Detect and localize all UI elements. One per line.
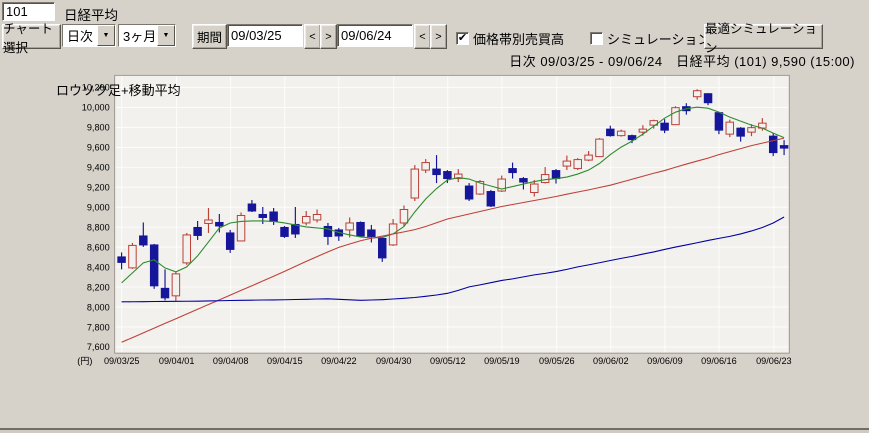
svg-text:09/06/23: 09/06/23: [756, 356, 792, 366]
status-bar: 日次 09/03/25 - 09/06/24 日経平均 (101) 9,590 …: [509, 54, 855, 69]
svg-text:09/04/30: 09/04/30: [376, 356, 412, 366]
moving-average-short: [121, 106, 785, 284]
svg-text:09/06/09: 09/06/09: [647, 356, 683, 366]
svg-text:9,600: 9,600: [87, 143, 110, 153]
svg-text:10,200: 10,200: [82, 83, 110, 93]
period-button[interactable]: 期間: [192, 24, 227, 49]
instrument-name-label: 日経平均: [64, 8, 118, 23]
frequency-select[interactable]: 日次 ▼: [62, 24, 116, 47]
svg-text:8,200: 8,200: [87, 282, 110, 292]
chevron-down-icon[interactable]: ▼: [157, 25, 175, 46]
date-to-input[interactable]: [337, 24, 413, 47]
svg-text:8,800: 8,800: [87, 222, 110, 232]
svg-text:9,400: 9,400: [87, 163, 110, 173]
date-from-prev-button[interactable]: <: [304, 24, 321, 49]
chart-select-button[interactable]: チャート選択: [2, 22, 61, 55]
svg-text:09/05/26: 09/05/26: [539, 356, 575, 366]
chevron-down-icon[interactable]: ▼: [97, 25, 115, 46]
svg-text:9,000: 9,000: [87, 202, 110, 212]
window-bottom-pad: [0, 430, 869, 433]
svg-text:09/04/22: 09/04/22: [321, 356, 357, 366]
svg-text:9,200: 9,200: [87, 183, 110, 193]
chart-plot[interactable]: 10,200 10,000 9,800 9,600 9,400 9,200 9,000 8,8…: [0, 72, 869, 428]
svg-text:9,800: 9,800: [87, 123, 110, 133]
simulation-label: シミュレーション: [607, 32, 711, 47]
moving-average-long: [121, 216, 785, 303]
svg-text:09/06/16: 09/06/16: [701, 356, 737, 366]
svg-text:09/03/25: 09/03/25: [104, 356, 140, 366]
svg-text:09/04/01: 09/04/01: [159, 356, 195, 366]
svg-text:09/05/12: 09/05/12: [430, 356, 466, 366]
svg-text:7,800: 7,800: [87, 322, 110, 332]
chart-title: ロウソク足+移動平均: [56, 83, 181, 98]
svg-text:09/06/02: 09/06/02: [593, 356, 629, 366]
range-select[interactable]: 3ヶ月 ▼: [118, 24, 176, 47]
frequency-value: 日次: [63, 25, 97, 46]
svg-text:09/04/08: 09/04/08: [213, 356, 249, 366]
range-value: 3ヶ月: [119, 25, 157, 46]
svg-text:09/04/15: 09/04/15: [267, 356, 303, 366]
volume-by-price-label: 価格帯別売買高: [473, 32, 565, 47]
date-from-next-button[interactable]: >: [320, 24, 337, 49]
svg-text:8,400: 8,400: [87, 262, 110, 272]
date-from-input[interactable]: [227, 24, 303, 47]
instrument-code-input[interactable]: [2, 2, 55, 21]
moving-average-mid: [121, 137, 785, 343]
svg-text:10,000: 10,000: [82, 103, 110, 113]
volume-by-price-checkbox[interactable]: ✔ 価格帯別売買高: [456, 29, 564, 48]
svg-text:(円): (円): [77, 356, 92, 366]
date-to-prev-button[interactable]: <: [414, 24, 431, 49]
svg-text:09/05/19: 09/05/19: [484, 356, 520, 366]
checkbox-check-icon: [590, 32, 603, 45]
svg-text:7,600: 7,600: [87, 342, 110, 352]
checkbox-check-icon: ✔: [456, 32, 469, 45]
optimal-simulation-button[interactable]: 最適シミュレーション: [704, 22, 823, 55]
window-bottom-frame: [0, 428, 869, 430]
date-to-next-button[interactable]: >: [430, 24, 447, 49]
simulation-checkbox[interactable]: シミュレーション: [590, 29, 710, 48]
svg-text:8,000: 8,000: [87, 302, 110, 312]
svg-text:8,600: 8,600: [87, 242, 110, 252]
